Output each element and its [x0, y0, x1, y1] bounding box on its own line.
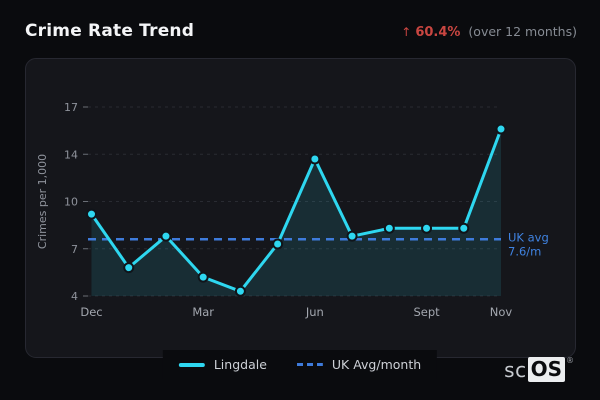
y-tick-label: 17 [64, 101, 78, 114]
data-point [346, 230, 358, 242]
y-axis-title: Crimes per 1,000 [36, 154, 49, 249]
uk-avg-annotation-line1: UK avg [508, 230, 549, 244]
data-point [123, 262, 135, 274]
legend-item-uk-avg[interactable]: UK Avg/month [296, 357, 422, 372]
x-tick-label: Jun [305, 305, 324, 319]
data-point [86, 208, 97, 220]
data-point [272, 238, 284, 250]
x-tick-label: Nov [490, 305, 513, 319]
legend-label: UK Avg/month [331, 357, 422, 372]
legend-label: Lingdale [213, 357, 267, 372]
scos-logo: sc OS ® [504, 357, 574, 382]
data-point [160, 230, 172, 242]
page-title: Crime Rate Trend [25, 21, 195, 41]
registered-trademark-icon: ® [566, 356, 574, 365]
y-tick-label: 4 [71, 290, 78, 303]
data-point [234, 285, 246, 297]
logo-prefix: sc [504, 358, 527, 382]
lingdale-series-line [90, 127, 503, 293]
up-arrow-icon: ↑ [401, 25, 412, 39]
uk-avg-dashed-swatch-icon [296, 363, 323, 366]
trend-delta: ↑ 60.4% (over 12 months) [401, 24, 577, 40]
legend-item-lingdale[interactable]: Lingdale [178, 357, 267, 372]
lingdale-line-swatch-icon [178, 362, 205, 367]
data-point [383, 222, 395, 234]
data-point [197, 271, 209, 283]
chart-panel [25, 58, 576, 358]
y-tick-label: 7 [71, 243, 78, 256]
chart-legend: Lingdale UK Avg/month [162, 350, 438, 379]
trend-delta-value: 60.4% [415, 25, 461, 40]
trend-delta-caption: (over 12 months) [468, 24, 577, 39]
data-point [495, 123, 507, 135]
x-tick-label: Sept [413, 305, 440, 319]
data-point [309, 153, 321, 165]
logo-suffix: OS [527, 357, 565, 382]
x-tick-label: Dec [80, 305, 102, 319]
data-point [421, 222, 433, 234]
y-tick-label: 14 [64, 148, 78, 161]
y-tick-label: 10 [64, 196, 78, 209]
header: Crime Rate Trend ↑ 60.4% (over 12 months… [25, 21, 577, 41]
x-tick-label: Mar [192, 305, 214, 319]
uk-avg-annotation-line2: 7.6/m [508, 244, 541, 258]
series-area-fill [91, 129, 501, 296]
data-point [458, 222, 470, 234]
